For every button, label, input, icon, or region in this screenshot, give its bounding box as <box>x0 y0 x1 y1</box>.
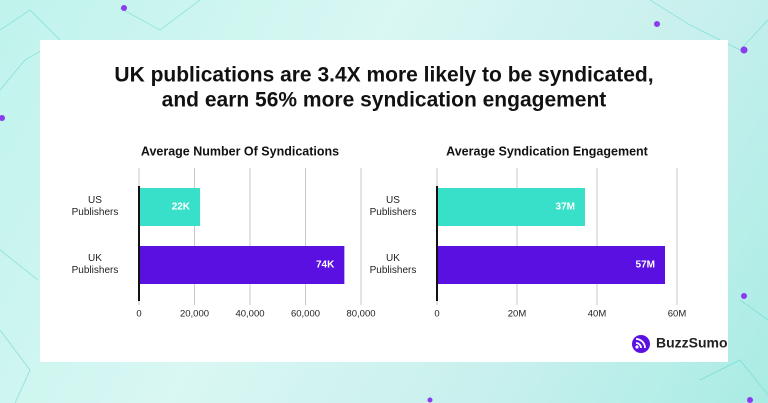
title-line: UK publications are 3.4X more likely to … <box>114 64 653 87</box>
value-label: 74K <box>316 260 335 271</box>
title-line: and earn 56% more syndication engagement <box>162 89 607 112</box>
x-tick-label: 40,000 <box>235 309 264 320</box>
y-tick-label: US Publishers <box>369 195 417 218</box>
bar <box>437 246 665 284</box>
x-tick-label: 60M <box>668 309 687 320</box>
x-tick-label: 80,000 <box>346 309 375 320</box>
x-tick-label: 40M <box>588 309 607 320</box>
brand-logo <box>632 335 650 353</box>
value-label: 37M <box>556 202 575 213</box>
bar <box>437 188 585 226</box>
y-tick-label: UK Publishers <box>369 253 417 276</box>
bar <box>139 188 201 226</box>
y-tick-label: US Publishers <box>71 195 119 218</box>
y-tick-label: UK Publishers <box>71 253 119 276</box>
value-label: 22K <box>172 202 191 213</box>
brand-name: BuzzSumo <box>656 335 728 351</box>
x-tick-label: 60,000 <box>291 309 320 320</box>
x-tick-label: 20,000 <box>180 309 209 320</box>
x-tick-label: 20M <box>508 309 527 320</box>
chart-title: Average Number Of Syndications <box>141 144 339 158</box>
value-label: 57M <box>636 260 655 271</box>
x-tick-label: 0 <box>434 309 439 320</box>
chart-title: Average Syndication Engagement <box>446 144 649 158</box>
decoration <box>0 5 753 403</box>
x-tick-label: 0 <box>136 309 141 320</box>
bar <box>139 246 345 284</box>
